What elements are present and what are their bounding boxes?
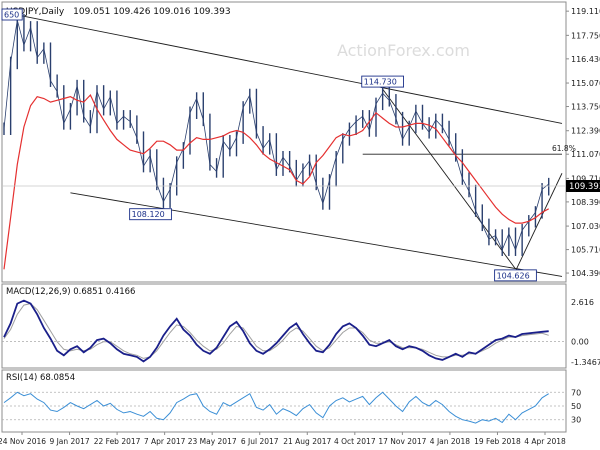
price-annotation-box <box>129 208 172 221</box>
x-tick-label: 7 Apr 2017 <box>144 437 186 446</box>
price-y-tick-label: 116.430 <box>571 55 600 64</box>
price-y-tick-label: 113.750 <box>571 103 600 112</box>
price-annotation-box <box>361 75 404 88</box>
price-annotation-box <box>494 269 537 282</box>
price-annotation-label: 104.626 <box>497 271 530 280</box>
trendline <box>382 88 516 270</box>
rsi-panel: RSI(14) 68.0854 70 50 30 <box>1 369 581 433</box>
price-annotation-label: 114.730 <box>364 78 397 87</box>
macd-line <box>3 299 549 363</box>
macd-y-tick-label: 0.00 <box>571 338 589 347</box>
price-annotation-label: 650 <box>4 11 19 20</box>
x-tick-label: 4 Apr 2018 <box>524 437 566 446</box>
x-tick-label: 22 Feb 2017 <box>94 437 141 446</box>
price-annotation-box <box>1 8 23 21</box>
price-y-tick-label: 108.390 <box>571 198 600 207</box>
x-tick-label: 6 Jul 2017 <box>241 437 279 446</box>
price-y-tick-label: 107.030 <box>571 222 600 231</box>
price-panel-frame <box>1 1 567 283</box>
rsi-y-axis: 70 50 30 <box>2 388 581 425</box>
rsi-label: RSI(14) 68.0854 <box>6 373 75 383</box>
x-tick-label: 4 Oct 2017 <box>334 437 376 446</box>
trendline <box>17 14 563 124</box>
price-trendlines <box>17 14 563 277</box>
macd-label: MACD(12,26,9) 0.6851 0.4166 <box>6 287 135 297</box>
current-price-text: 109.393 <box>569 182 600 192</box>
price-y-tick-label: 109.710 <box>571 174 600 183</box>
x-tick-label: 23 May 2017 <box>188 437 237 446</box>
fib-level-label: 61.8% <box>552 144 576 153</box>
trendline <box>70 192 563 277</box>
macd-series-group <box>3 299 549 363</box>
symbol-label: USDJPY,Daily <box>6 7 65 17</box>
rsi-panel-frame <box>1 369 567 433</box>
x-tick-label: 17 Nov 2017 <box>378 437 426 446</box>
x-tick-label: 24 Nov 2016 <box>0 437 46 446</box>
current-price-badge <box>566 180 600 192</box>
price-annotation-label: 108.120 <box>132 210 165 219</box>
rsi-series-group <box>3 391 549 424</box>
rsi-y-tick-label: 30 <box>571 416 581 425</box>
date-x-axis: 24 Nov 2016 9 Jan 2017 22 Feb 2017 7 Apr 20… <box>0 432 566 446</box>
x-tick-label: 19 Feb 2018 <box>474 437 521 446</box>
price-header: USDJPY,Daily 109.051 109.426 109.016 109… <box>6 7 231 17</box>
macd-y-tick-label: -1.3467 <box>571 358 600 367</box>
price-y-tick-label: 104.390 <box>571 269 600 278</box>
trendline <box>515 173 563 272</box>
ohlc-label: 109.051 109.426 109.016 109.393 <box>73 7 230 17</box>
price-y-tick-label: 112.390 <box>571 127 600 136</box>
price-y-tick-label: 111.070 <box>571 150 600 159</box>
price-y-axis: 119.110 117.750 116.430 115.070 113.750 112.3… <box>566 7 600 278</box>
rsi-line <box>3 391 549 424</box>
watermark: ActionForex.com <box>337 41 470 60</box>
price-series-group <box>3 14 550 270</box>
macd-panel: MACD(12,26,9) 0.6851 0.4166 2.616 0.00 -1.… <box>1 283 600 369</box>
moving-average-line <box>3 93 549 270</box>
price-y-tick-label: 117.750 <box>571 31 600 40</box>
macd-y-axis: 2.616 0.00 -1.3467 <box>2 298 600 367</box>
current-price-marker: 109.393 <box>2 180 600 192</box>
price-panel: ActionForex.com USDJPY,Daily 109.051 109… <box>1 1 600 283</box>
price-y-tick-label: 105.710 <box>571 246 600 255</box>
rsi-y-tick-label: 50 <box>571 402 581 411</box>
rsi-y-tick-label: 70 <box>571 388 581 397</box>
x-tick-label: 4 Jan 2018 <box>430 437 470 446</box>
macd-y-tick-label: 2.616 <box>571 298 594 307</box>
price-y-tick-label: 115.070 <box>571 79 600 88</box>
x-tick-label: 9 Jan 2017 <box>49 437 89 446</box>
x-tick-label: 21 Aug 2017 <box>283 437 331 446</box>
price-y-tick-label: 119.110 <box>571 7 600 16</box>
price-annotations: 650 108.120 114.730 104.626 61.8% <box>1 8 576 282</box>
